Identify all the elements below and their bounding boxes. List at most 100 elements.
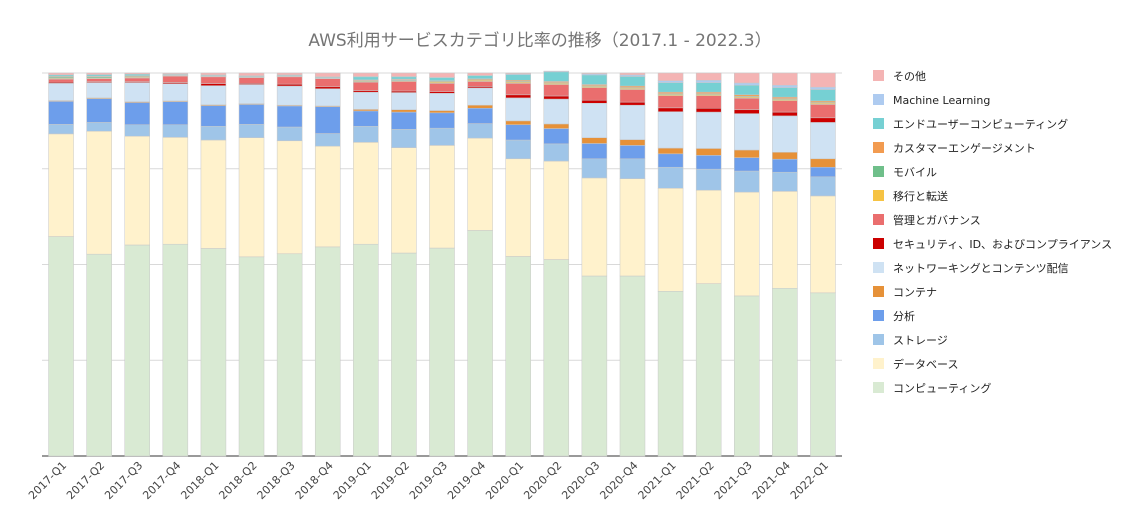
bar-segment — [657, 80, 684, 83]
bar-segment — [619, 145, 646, 160]
bar-segment — [276, 72, 303, 76]
x-tick-label: 2021-Q2 — [674, 459, 717, 502]
legend-item: その他 — [873, 70, 926, 83]
bar-segment — [505, 120, 531, 125]
bar-segment — [695, 168, 722, 191]
legend-item: Machine Learning — [873, 94, 990, 107]
bar-segment — [810, 117, 836, 123]
legend-swatch — [873, 94, 884, 105]
x-tick-label: 2019-Q1 — [331, 459, 374, 502]
bar-stack-2017-Q2 — [86, 72, 112, 457]
legend-label: ストレージ — [893, 334, 948, 347]
bar-segment — [695, 111, 722, 149]
bar-segment — [353, 76, 379, 81]
bar-segment — [772, 85, 798, 88]
x-tick-label: 2018-Q2 — [216, 459, 259, 502]
bar-segment — [429, 112, 455, 129]
legend-swatch — [873, 166, 884, 177]
bar-segment — [619, 158, 646, 179]
bar-segment — [619, 275, 646, 457]
bar-segment — [429, 110, 455, 114]
legend-swatch — [873, 238, 884, 249]
legend-item: カスタマーエンゲージメント — [873, 142, 1036, 155]
bar-segment — [619, 178, 646, 277]
bar-segment — [124, 135, 150, 246]
bar-segment — [48, 124, 74, 135]
bar-segment — [391, 129, 417, 148]
bar-segment — [276, 140, 303, 255]
bar-segment — [238, 104, 265, 125]
bar-stack-2017-Q3 — [124, 72, 150, 457]
legend-label: 分析 — [893, 309, 915, 323]
bar-segment — [391, 109, 417, 113]
bar-segment — [276, 253, 303, 457]
bar-segment — [391, 72, 417, 77]
bar-segment — [276, 83, 303, 87]
bar-segment — [429, 247, 455, 457]
bar-segment — [772, 100, 798, 113]
legend-item: 管理とガバナンス — [873, 213, 981, 227]
x-tick-label: 2020-Q4 — [597, 459, 640, 502]
bar-segment — [695, 95, 722, 109]
bar-stack-2021-Q2 — [695, 72, 722, 457]
bar-segment — [467, 72, 493, 76]
bar-segment — [162, 243, 189, 457]
bar-segment — [543, 70, 570, 73]
bar-segment — [276, 126, 303, 142]
bar-segment — [657, 166, 684, 189]
legend-label: コンピューティング — [893, 381, 991, 395]
bar-stack-2018-Q1 — [200, 72, 227, 457]
bar-segment — [391, 252, 417, 457]
bar-segment — [543, 71, 570, 82]
legend-label: データベース — [893, 357, 958, 371]
bar-segment — [353, 81, 379, 91]
bar-segment — [391, 92, 417, 111]
x-tick-label: 2021-Q1 — [636, 459, 679, 502]
bar-segment — [505, 83, 531, 96]
bar-segment — [657, 95, 684, 109]
bar-segment — [124, 82, 150, 102]
bar-segment — [314, 145, 341, 248]
bar-segment — [695, 189, 722, 284]
bar-segment — [505, 72, 531, 75]
bar-segment — [429, 127, 455, 146]
chart-title: AWS利用サービスカテゴリ比率の推移（2017.1 - 2022.3） — [308, 30, 771, 51]
bar-segment — [657, 188, 684, 292]
bar-stack-2021-Q3 — [734, 72, 760, 457]
bar-segment — [581, 275, 608, 457]
bar-segment — [200, 248, 227, 457]
bar-segment — [238, 72, 265, 76]
bar-segment — [695, 82, 722, 93]
bar-segment — [505, 139, 531, 160]
bar-segment — [314, 246, 341, 457]
x-tick-label: 2019-Q3 — [407, 459, 450, 502]
bar-segment — [810, 86, 836, 90]
bar-segment — [162, 75, 189, 83]
bar-stack-2020-Q2 — [543, 70, 570, 457]
bar-stack-2019-Q3 — [429, 72, 455, 457]
bar-segment — [772, 87, 798, 98]
bar-segment — [162, 83, 189, 102]
bar-segment — [353, 243, 379, 457]
bar-segment — [810, 166, 836, 178]
bar-segment — [810, 195, 836, 294]
bar-segment — [734, 72, 760, 84]
bar-segment — [810, 104, 836, 119]
x-tick-label: 2018-Q1 — [178, 459, 221, 502]
legend-swatch — [873, 334, 884, 345]
bar-segment — [238, 256, 265, 457]
x-tick-label: 2020-Q2 — [521, 459, 564, 502]
bar-segment — [734, 109, 760, 114]
bar-segment — [772, 115, 798, 153]
bar-segment — [314, 72, 341, 78]
bar-segment — [86, 130, 112, 255]
x-tick-label: 2018-Q4 — [293, 459, 336, 502]
bar-segment — [581, 72, 608, 75]
legend-label: ネットワーキングとコンテンツ配信 — [893, 261, 1069, 275]
bar-segment — [353, 72, 379, 77]
bar-segment — [695, 80, 722, 83]
bar-segment — [200, 83, 227, 86]
bar-segment — [619, 104, 646, 140]
bar-segment — [619, 72, 646, 76]
